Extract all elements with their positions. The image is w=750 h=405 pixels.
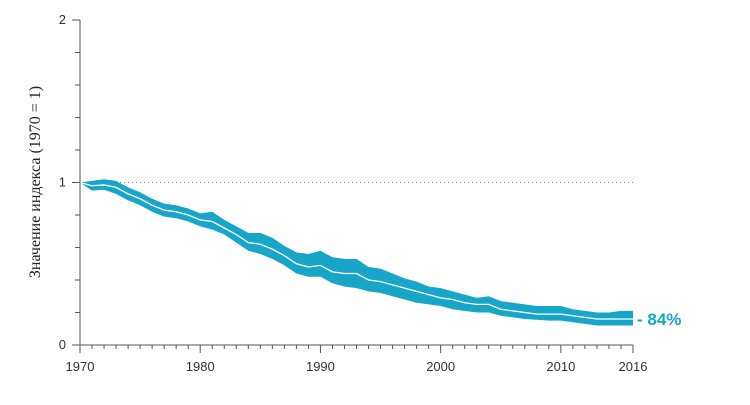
index-line bbox=[79, 181, 633, 320]
x-tick-label: 2000 bbox=[426, 359, 455, 374]
x-tick-label: 1970 bbox=[66, 359, 95, 374]
y-axis-title: Значение индекса (1970 = 1) bbox=[27, 86, 44, 278]
x-tick-label: 2016 bbox=[619, 359, 648, 374]
y-tick-label: 0 bbox=[59, 337, 66, 352]
y-tick-label: 2 bbox=[59, 12, 66, 27]
end-value-label: - 84% bbox=[637, 310, 681, 329]
x-tick-label: 2010 bbox=[546, 359, 575, 374]
y-tick-label: 1 bbox=[59, 175, 66, 190]
x-tick-label: 1990 bbox=[306, 359, 335, 374]
x-tick-label: 1980 bbox=[186, 359, 215, 374]
confidence-band bbox=[80, 179, 633, 326]
